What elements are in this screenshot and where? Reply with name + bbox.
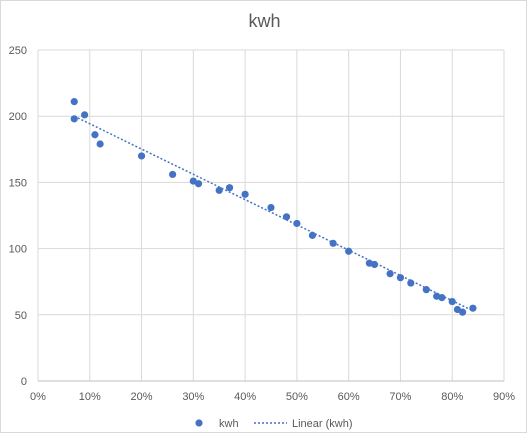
data-point <box>469 304 477 312</box>
x-tick-label: 70% <box>389 391 411 403</box>
data-point <box>422 286 430 294</box>
x-tick-label: 90% <box>493 391 515 403</box>
x-tick-label: 30% <box>182 391 204 403</box>
data-point <box>293 219 301 228</box>
chart-title: kwh <box>248 11 281 31</box>
legend-label-kwh: kwh <box>219 418 239 430</box>
data-point <box>91 131 99 139</box>
data-point <box>70 98 78 106</box>
data-point <box>70 115 78 123</box>
data-point <box>267 203 275 212</box>
trendline <box>73 115 474 312</box>
data-point <box>241 190 249 198</box>
x-tick-label: 50% <box>286 391 308 403</box>
data-point <box>81 111 89 119</box>
x-tick-label: 60% <box>338 391 360 403</box>
data-point <box>448 297 456 306</box>
legend-label-linear: Linear (kwh) <box>292 418 353 430</box>
legend-marker-kwh <box>195 419 203 427</box>
data-point <box>282 213 291 221</box>
data-point <box>225 184 234 192</box>
x-tick-label: 20% <box>131 391 153 403</box>
y-tick-label: 250 <box>9 45 27 57</box>
data-point <box>386 270 394 278</box>
data-point <box>308 231 317 239</box>
x-tick-label: 10% <box>79 391 101 403</box>
y-tick-label: 50 <box>15 310 27 322</box>
data-point <box>370 260 379 269</box>
x-tick-label: 80% <box>441 391 463 403</box>
data-point <box>329 239 337 247</box>
y-tick-label: 150 <box>9 177 27 189</box>
data-point <box>396 274 405 282</box>
y-tick-label: 200 <box>9 111 27 123</box>
data-point <box>137 152 146 160</box>
y-tick-label: 0 <box>21 376 27 388</box>
data-point <box>194 180 203 188</box>
data-point <box>215 186 223 194</box>
data-point <box>438 293 446 302</box>
data-point <box>96 140 104 148</box>
y-tick-label: 100 <box>9 244 27 256</box>
data-point <box>345 247 353 255</box>
x-tick-label: 0% <box>30 391 46 403</box>
data-point <box>169 170 177 179</box>
data-point <box>407 279 415 287</box>
data-point <box>458 308 467 316</box>
x-tick-label: 40% <box>234 391 256 403</box>
